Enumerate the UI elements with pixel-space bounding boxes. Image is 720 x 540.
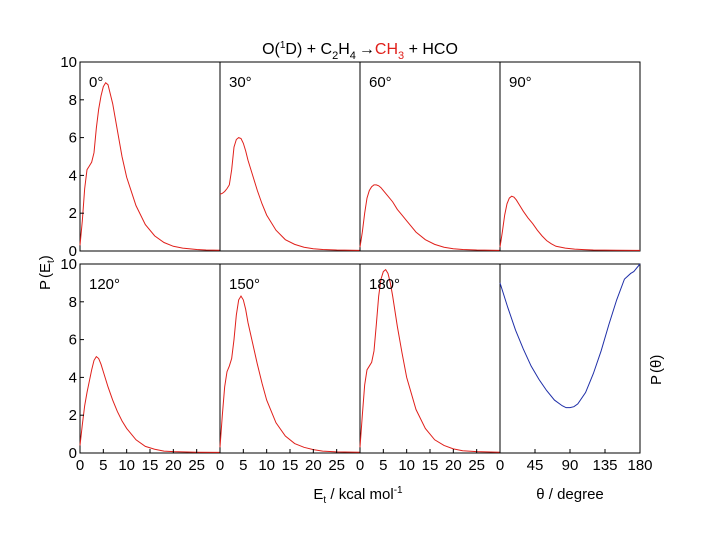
chart-panel-3: 60° [359,61,501,252]
x-tick-label: 0 [496,457,504,474]
y-tick-label: 2 [69,407,77,424]
chart-panel-6: 150°0 5 10 15 20 25 [216,263,361,474]
x-tick-label: 5 [99,457,107,474]
x-tick-label: 135 [592,457,617,474]
title-subscript-3: 3 [398,50,404,62]
left-ylabel-sub: t [46,260,57,263]
panel-angle-label: 120° [89,276,120,293]
x-tick-label: 25 [468,457,485,474]
x-tick-label: 15 [142,457,159,474]
x-tick-label: 20 [305,457,322,474]
xlabel-sub: t [323,495,326,506]
left-ylabel-open-paren: ( [37,273,54,278]
series-line [499,263,641,409]
title-subscript-2: 2 [332,50,338,62]
x-tick-label: 5 [379,457,387,474]
y-tick-label: 0 [69,445,77,462]
x-tick-label: 5 [239,457,247,474]
series-line [359,184,501,251]
title-mid: D) + C [285,41,332,58]
right-ylabel-open-paren: ( [648,368,665,373]
xlabel-rest: / kcal mol [326,486,394,503]
y-tick-label: 10 [60,256,77,273]
panel-angle-label: 150° [229,276,260,293]
x-tick-label: 25 [188,457,205,474]
series-line [219,137,361,251]
series-line [79,82,221,251]
x-tick-label: 25 [328,457,345,474]
x-tick-label: 10 [258,457,275,474]
x-tick-label: 10 [398,457,415,474]
right-ylabel-close-paren: ) [648,355,665,360]
figure-title: O(1D) + C2H4 →CH3 + HCO [262,40,458,62]
x-tick-label: 10 [118,457,135,474]
chart-panel-4: 90° [499,61,641,252]
title-superscript: 1 [280,40,286,51]
left-ylabel-p: P [37,280,54,290]
x-tick-label: 15 [282,457,299,474]
title-prefix: O( [262,41,280,58]
x-tick-label: 20 [445,457,462,474]
series-line [499,195,641,251]
series-line [359,268,501,453]
xlabel-e: E [313,486,323,503]
x-tick-label: 0 [216,457,224,474]
y-tick-label: 6 [69,332,77,349]
angle-x-axis-label: θ / degree [536,486,604,503]
x-tick-label: 180 [627,457,652,474]
series-line [79,355,221,453]
y-tick-label: 6 [69,130,77,147]
left-y-axis-label: P (Et) [37,255,57,290]
panel-angle-label: 90° [509,74,532,91]
left-ylabel-e: E [37,263,54,273]
energy-x-axis-label: Et / kcal mol-1 [313,485,403,506]
chart-panel-8: 0 45 90 135 180 [496,263,653,474]
series-line [219,295,361,453]
y-tick-label: 8 [69,294,77,311]
x-tick-label: 0 [76,457,84,474]
right-ylabel-theta: θ [648,360,665,368]
title-suffix: + HCO [404,41,458,58]
left-ylabel-close-paren: ) [37,255,54,260]
chart-panel-7: 180°0 5 10 15 20 25 [356,263,501,474]
panel-angle-label: 60° [369,74,392,91]
y-tick-label: 4 [69,167,77,184]
right-y-axis-label: P (θ) [648,355,665,385]
panel-frame [499,61,641,252]
panel-angle-label: 30° [229,74,252,91]
x-tick-label: 20 [165,457,182,474]
x-tick-label: 90 [562,457,579,474]
y-tick-label: 2 [69,205,77,222]
x-tick-label: 15 [422,457,439,474]
x-tick-label: 0 [356,457,364,474]
title-subscript-4: 4 [350,50,356,62]
panel-angle-label: 180° [369,276,400,293]
title-product-ch3: CH [375,41,398,58]
y-tick-label: 0 [69,243,77,260]
y-tick-label: 4 [69,369,77,386]
title-h: H [338,41,350,58]
y-tick-label: 10 [60,54,77,71]
xlabel-sup: -1 [394,485,403,496]
arrow-icon: → [359,41,375,58]
chart-panel-1: 0° 0 2 4 6 8 10 [60,54,221,260]
x-tick-label: 45 [527,457,544,474]
chart-panel-2: 30° [219,61,361,252]
y-tick-label: 8 [69,92,77,109]
right-ylabel-p: P [648,375,665,385]
panel-angle-label: 0° [89,74,103,91]
